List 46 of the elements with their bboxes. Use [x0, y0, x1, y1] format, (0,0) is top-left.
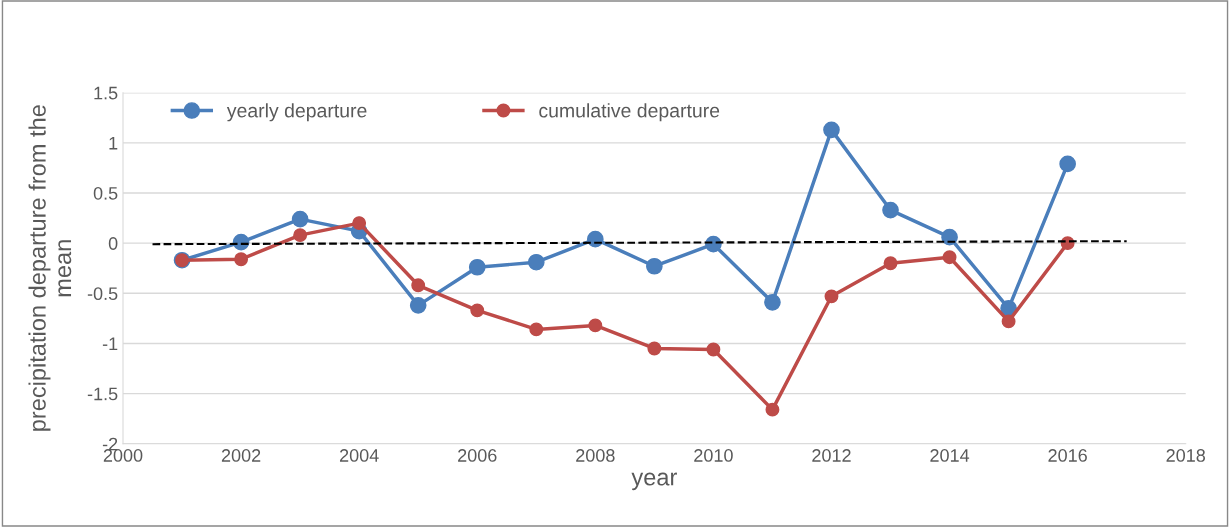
- legend-label: cumulative departure: [539, 103, 720, 122]
- point: [291, 210, 309, 228]
- x-tick-label: 2008: [576, 449, 615, 462]
- point: [646, 257, 663, 275]
- y-tick-label: -1.5: [87, 387, 118, 401]
- x-tick-label: 2006: [458, 449, 497, 462]
- y-tick-label: -0.5: [87, 287, 118, 301]
- point: [764, 294, 781, 311]
- x-tick-label: 2018: [1166, 449, 1206, 462]
- x-tick-label: 2012: [812, 449, 851, 462]
- point: [823, 121, 840, 139]
- point: [706, 342, 721, 357]
- point: [883, 256, 898, 271]
- point: [409, 297, 427, 314]
- point: [942, 250, 957, 265]
- point: [1059, 155, 1076, 173]
- x-axis-title: year: [631, 472, 677, 491]
- point: [824, 289, 839, 304]
- y-tick-label: 1: [109, 137, 118, 150]
- y-tick-label: 1.5: [94, 86, 118, 100]
- point: [293, 228, 308, 243]
- point: [588, 318, 603, 333]
- x-tick-label: 2016: [1048, 449, 1087, 462]
- point: [882, 201, 899, 219]
- y-tick-label: 0: [108, 237, 118, 250]
- x-tick-label: 2002: [221, 449, 261, 462]
- y-tick-label: 0.5: [93, 186, 118, 200]
- x-tick-label: 2000: [103, 449, 143, 462]
- point: [647, 341, 662, 356]
- x-tick-label: 2014: [930, 449, 970, 462]
- legend-label: yearly departure: [226, 103, 367, 122]
- y-tick-label: -2: [102, 437, 118, 451]
- point: [1001, 314, 1016, 329]
- point: [352, 216, 367, 231]
- x-tick-label: 2010: [694, 449, 733, 462]
- point: [941, 228, 958, 246]
- point: [470, 303, 485, 318]
- y-tick-label: -1: [102, 337, 118, 350]
- y-axis-title: precipitation departure from the mean: [28, 105, 72, 431]
- point: [765, 402, 780, 417]
- point: [411, 278, 426, 293]
- x-tick-label: 2004: [339, 449, 379, 462]
- point: [234, 252, 249, 267]
- point: [468, 258, 486, 276]
- point: [529, 322, 544, 337]
- point: [527, 253, 545, 271]
